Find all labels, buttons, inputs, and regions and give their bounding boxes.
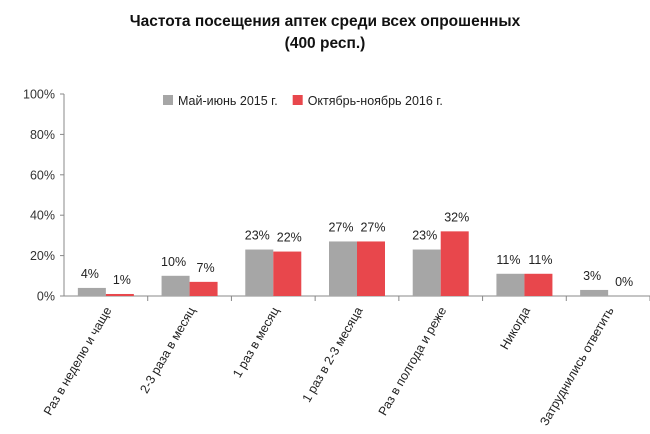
legend-swatch (292, 95, 303, 105)
bar-series-1 (412, 249, 441, 296)
bar-series-1 (245, 249, 274, 296)
category-label: Раз в полгода и реже (376, 304, 450, 418)
bar-series-1 (329, 241, 357, 296)
category-label: Затруднились ответить (537, 305, 616, 429)
data-label: 27% (328, 220, 353, 234)
data-label: 7% (197, 261, 215, 275)
category-label: 1 раз в месяц (230, 305, 282, 381)
legend-label: Октябрь-ноябрь 2016 г. (308, 94, 443, 108)
data-label: 27% (360, 220, 385, 234)
y-tick-label: 60% (30, 168, 55, 182)
data-label: 10% (161, 255, 186, 269)
data-label: 11% (496, 253, 520, 267)
y-tick-label: 40% (30, 209, 55, 223)
data-label: 23% (245, 229, 270, 243)
data-label: 3% (583, 269, 601, 283)
y-tick-label: 100% (23, 88, 55, 102)
data-label: 0% (615, 275, 633, 289)
bar-series-2 (524, 273, 553, 296)
legend-swatch (163, 95, 173, 105)
chart-subtitle: (400 респ.) (284, 35, 366, 52)
bar-series-1 (161, 275, 190, 296)
data-label: 1% (113, 273, 131, 287)
category-label: 1 раз в 2-3 месяца (300, 304, 366, 404)
bar-series-2 (105, 293, 134, 296)
bar-series-2 (189, 281, 218, 296)
bar-series-2 (440, 231, 469, 296)
data-label: 32% (444, 210, 469, 224)
y-tick-label: 20% (30, 249, 55, 263)
bar-series-1 (496, 273, 525, 296)
bar-series-1 (580, 289, 609, 296)
category-label: Раз в неделю и чаще (41, 304, 114, 417)
data-label: 23% (412, 229, 437, 243)
data-label: 11% (528, 253, 552, 267)
y-tick-label: 80% (30, 128, 55, 142)
y-tick-label: 0% (37, 290, 55, 304)
chart-title: Частота посещения аптек среди всех опрош… (129, 13, 521, 30)
bar-series-1 (77, 287, 106, 296)
data-label: 4% (81, 267, 99, 281)
bar-series-2 (273, 251, 302, 296)
category-label: 2-3 раза в месяц (137, 305, 198, 396)
data-label: 22% (277, 231, 302, 245)
bar-series-2 (357, 241, 385, 296)
category-label: Никогда (497, 304, 533, 352)
legend-label: Май-июнь 2015 г. (178, 94, 278, 108)
